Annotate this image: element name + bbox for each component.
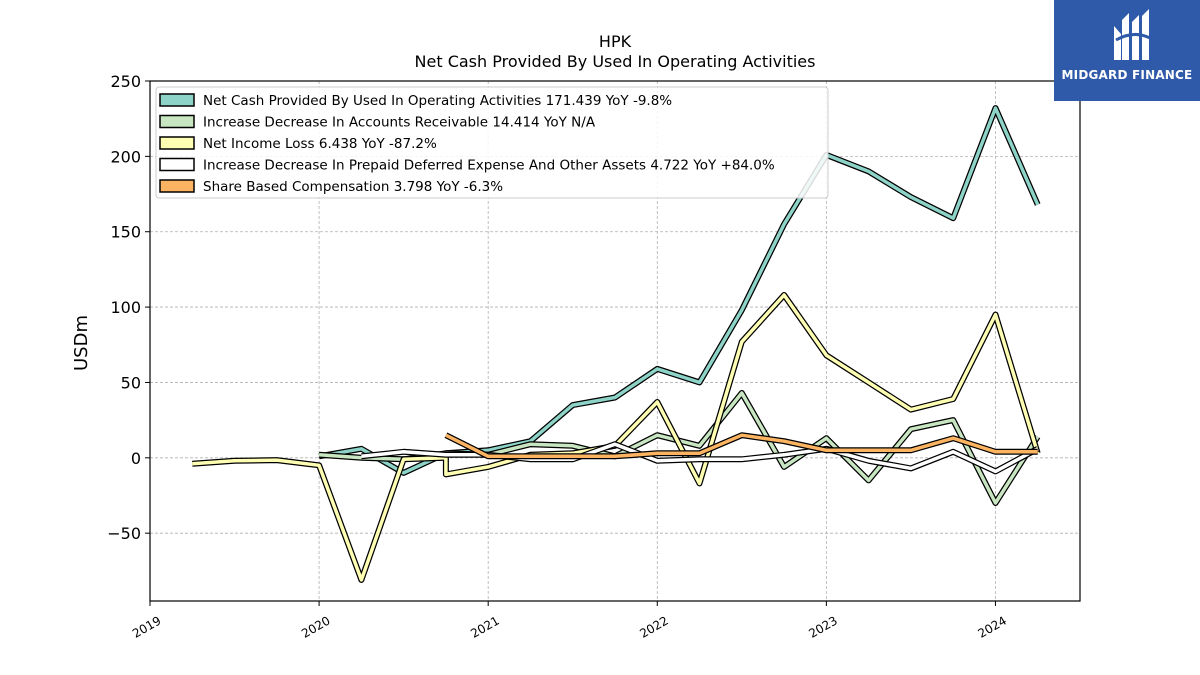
legend-swatch <box>159 179 195 193</box>
legend-label: Share Based Compensation 3.798 YoY -6.3% <box>203 179 503 195</box>
legend-label: Increase Decrease In Accounts Receivable… <box>203 115 596 131</box>
x-tick-label: 2022 <box>637 613 670 640</box>
y-tick-label: −50 <box>107 524 141 543</box>
y-tick-label: 0 <box>131 449 141 468</box>
brand-logo: MIDGARD FINANCE <box>1054 0 1200 101</box>
chart-title: HPK <box>599 32 632 51</box>
legend-swatch <box>159 157 195 172</box>
x-tick-label: 2023 <box>806 613 839 640</box>
legend-label: Net Cash Provided By Used In Operating A… <box>203 93 672 109</box>
chart-subtitle: Net Cash Provided By Used In Operating A… <box>415 52 816 71</box>
series-lines <box>192 105 1041 583</box>
y-tick-label: 250 <box>110 72 141 91</box>
legend-box <box>155 86 829 199</box>
y-tick-label: 100 <box>110 298 141 317</box>
legend-swatch <box>159 93 195 107</box>
x-tick-label: 2019 <box>130 613 163 640</box>
series-line-stroke <box>445 433 1038 459</box>
y-axis-label: USDm <box>71 315 92 371</box>
plot-frame <box>149 80 1081 602</box>
y-tick-label: 200 <box>110 147 141 166</box>
y-tick-label: 150 <box>110 223 141 242</box>
midgard-finance-logo-icon <box>1114 9 1151 60</box>
brand-name: MIDGARD FINANCE <box>1061 68 1193 82</box>
x-tick-label: 2020 <box>299 613 332 640</box>
series-line-4 <box>444 432 1038 460</box>
series-line-3 <box>361 441 1040 475</box>
legend-label: Increase Decrease In Prepaid Deferred Ex… <box>203 158 775 174</box>
y-tick-label: 50 <box>121 373 141 392</box>
legend-label: Net Income Loss 6.438 YoY -87.2% <box>203 136 437 152</box>
x-tick-label: 2021 <box>468 613 501 640</box>
legend-swatch <box>159 114 195 129</box>
legend-swatch <box>159 136 195 150</box>
legend: Net Cash Provided By Used In Operating A… <box>155 86 829 199</box>
x-tick-label: 2024 <box>976 613 1009 640</box>
series-line-stroke <box>361 442 1039 474</box>
